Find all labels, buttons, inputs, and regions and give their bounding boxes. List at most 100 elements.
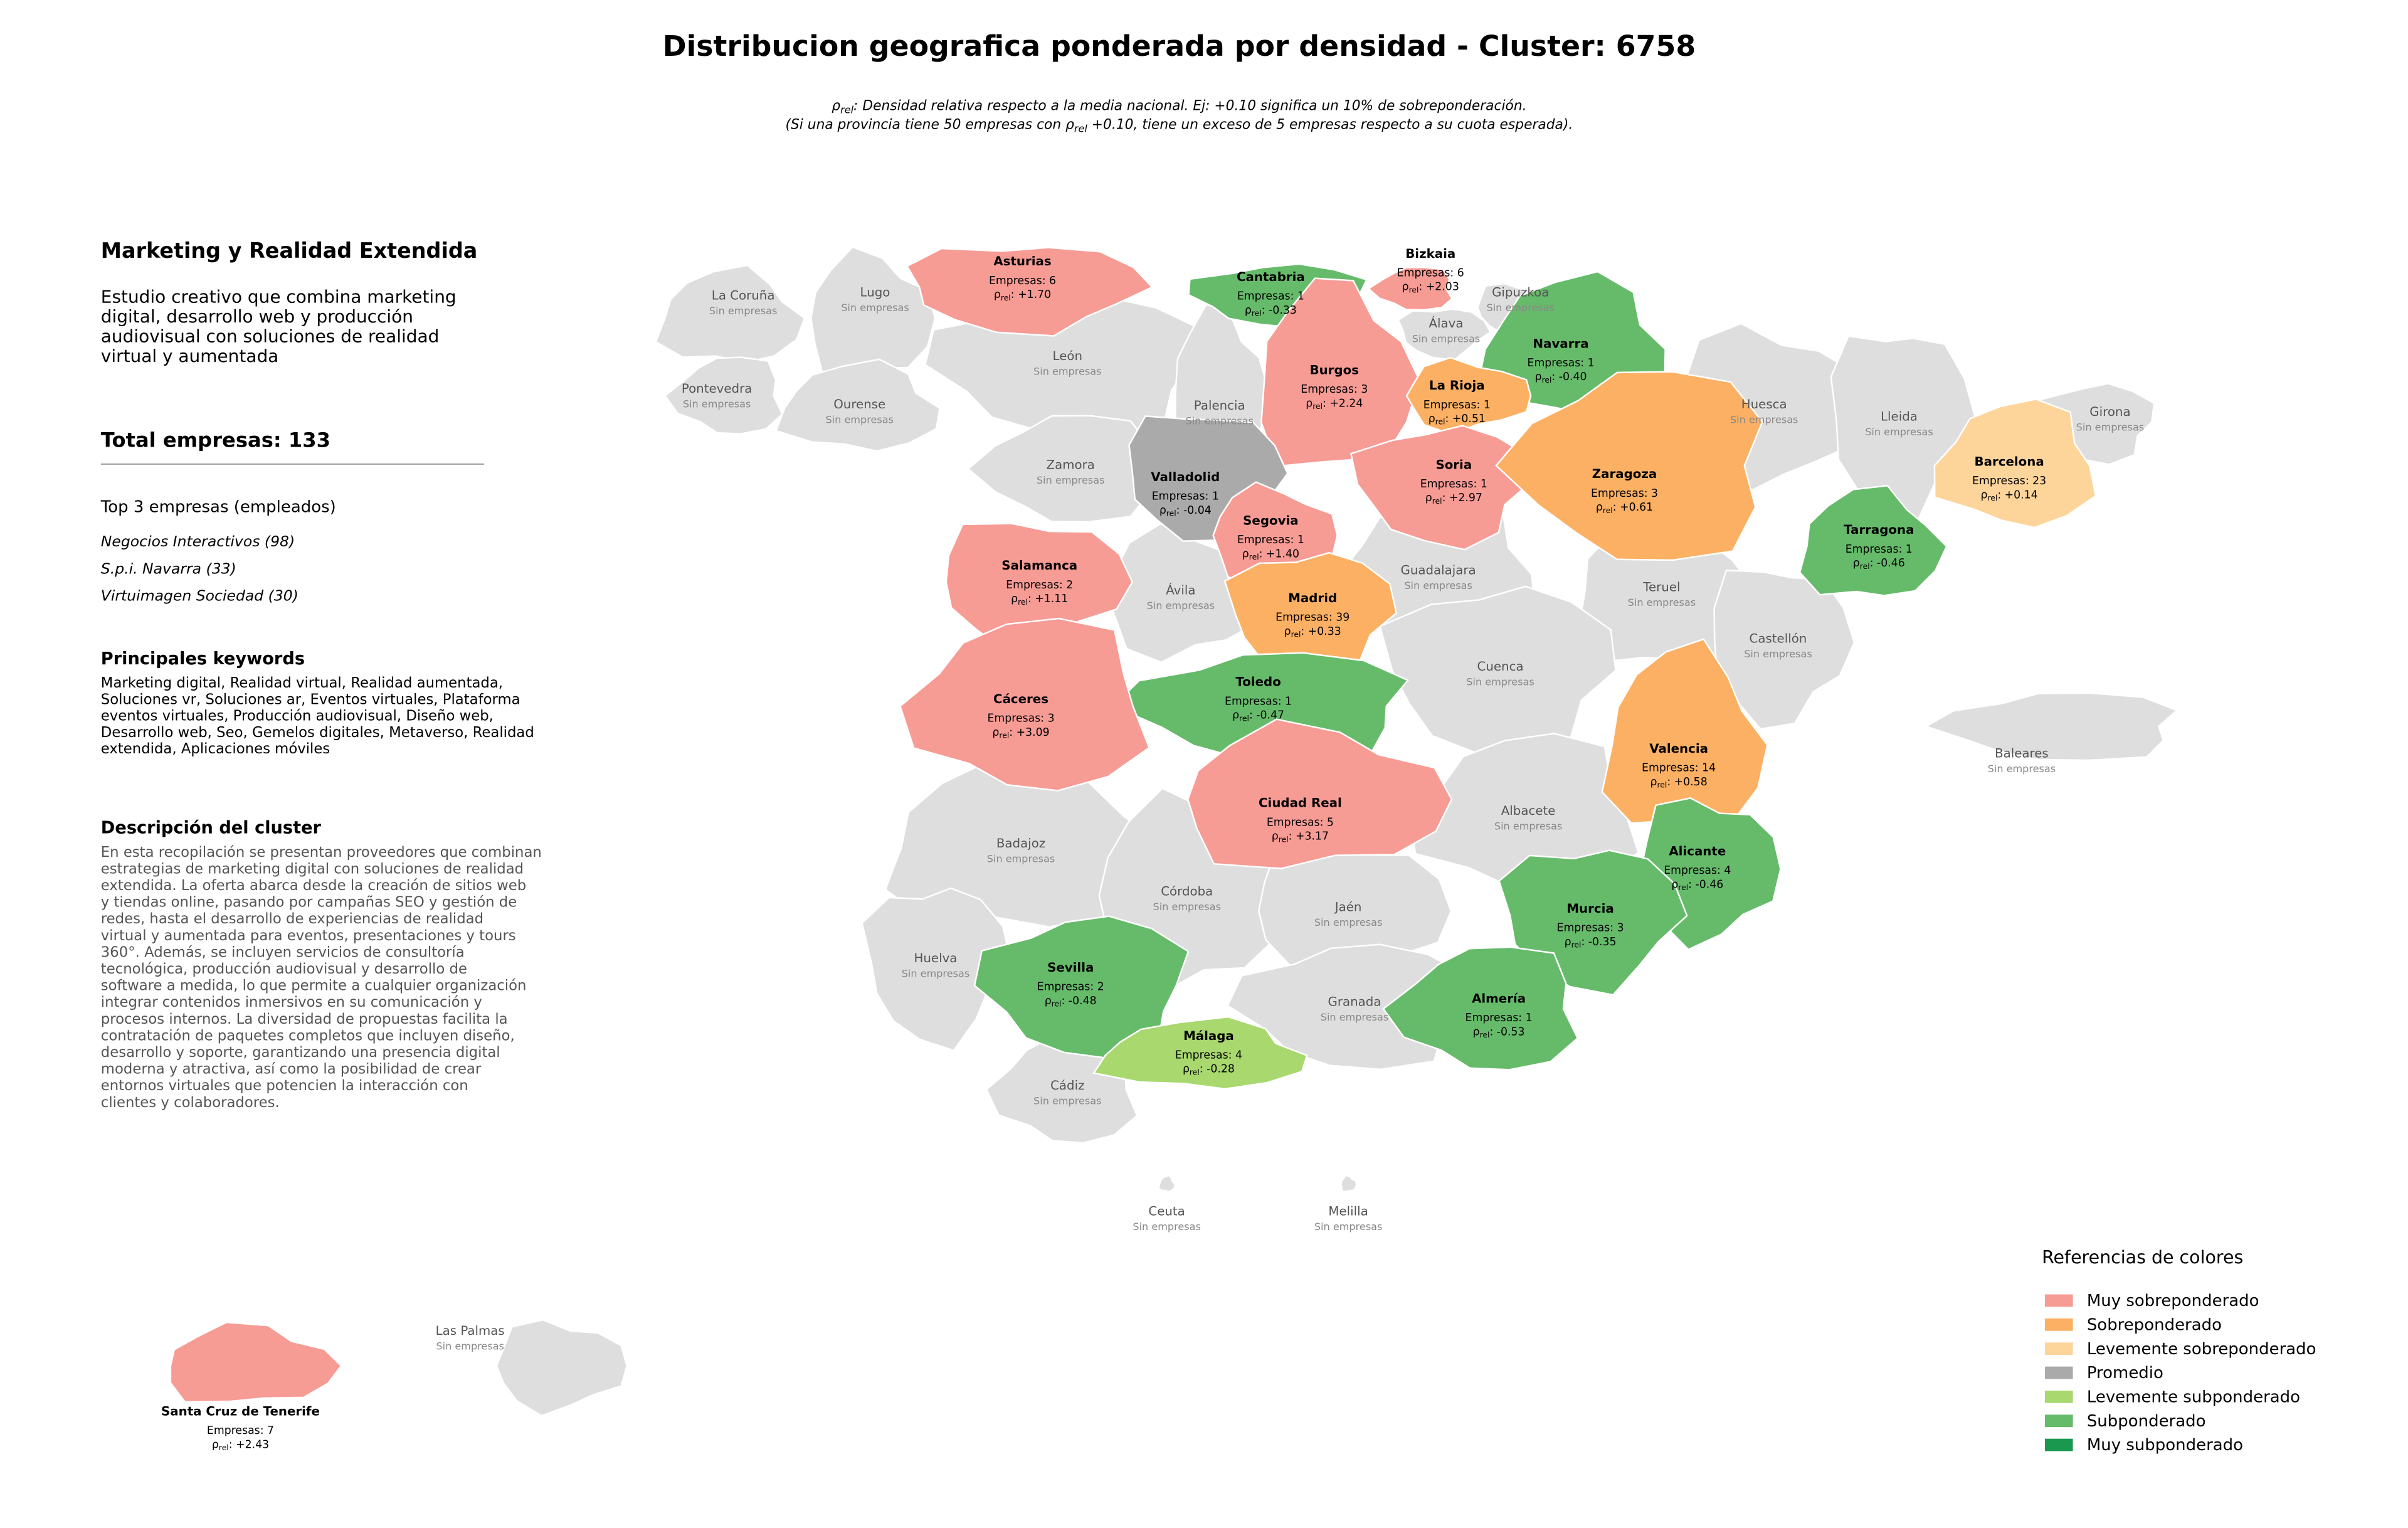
province-count: Empresas: 1 xyxy=(1420,478,1487,491)
count-value: 3 xyxy=(1048,713,1055,725)
legend-swatch xyxy=(2045,1414,2073,1428)
rho: ρ xyxy=(1272,830,1279,843)
rho: ρ xyxy=(1183,1063,1190,1076)
rho: ρ xyxy=(1535,371,1542,383)
province-name: Granada xyxy=(1328,994,1381,1009)
rho: ρ xyxy=(1065,117,1074,132)
province-count: Empresas: 1 xyxy=(1237,534,1304,546)
separator: : xyxy=(1442,492,1446,504)
province-density: ρrel: +2.97 xyxy=(1425,492,1482,506)
rho-sub: rel xyxy=(1279,835,1289,844)
province-count: Empresas: 6 xyxy=(989,275,1056,287)
count-value: 1 xyxy=(1212,491,1219,503)
separator: : xyxy=(1062,995,1065,1007)
legend-swatch xyxy=(2045,1390,2073,1403)
province-count: Empresas: 4 xyxy=(1175,1049,1242,1061)
rho-sub: rel xyxy=(1860,562,1870,571)
province-name: Lugo xyxy=(860,285,890,300)
province xyxy=(1158,1174,1176,1193)
province xyxy=(810,246,936,381)
rho-sub: rel xyxy=(1678,883,1688,892)
rho-sub: rel xyxy=(219,1443,229,1452)
no-data: Sin empresas xyxy=(709,305,778,317)
province-name: Gipuzkoa xyxy=(1492,285,1549,300)
count-label: Empresas: xyxy=(1397,267,1454,279)
rho-sub: rel xyxy=(1291,630,1301,639)
sidebar-line: Negocios Interactivos (98) xyxy=(101,533,295,550)
separator: : xyxy=(1289,830,1292,843)
legend-swatch xyxy=(2045,1294,2073,1307)
province-density: ρrel: +1.11 xyxy=(1011,593,1068,607)
legend-label: Levemente subponderado xyxy=(2087,1388,2300,1407)
rho: ρ xyxy=(1242,548,1249,560)
province-name: Córdoba xyxy=(1161,884,1213,899)
density-value: -0.46 xyxy=(1877,557,1905,570)
province-density: ρrel: -0.46 xyxy=(1853,557,1905,571)
count-value: 1 xyxy=(1588,357,1595,369)
province-name: Málaga xyxy=(1183,1029,1234,1043)
subtitle-text: (Si una provincia tiene 50 empresas con xyxy=(786,117,1062,132)
sidebar-line: moderna y atractiva, así como la posibil… xyxy=(101,1061,482,1078)
sidebar-line: digital, desarrollo web y producción xyxy=(101,306,413,327)
rho-sub: rel xyxy=(1166,509,1176,518)
separator: : xyxy=(1418,281,1422,294)
count-label: Empresas: xyxy=(1175,1049,1232,1061)
province-density: ρrel: +0.61 xyxy=(1596,501,1653,515)
rho: ρ xyxy=(212,1439,219,1451)
province-density: ρrel: +0.33 xyxy=(1284,625,1341,639)
no-data: Sin empresas xyxy=(1153,901,1222,913)
province-name: Valladolid xyxy=(1151,470,1220,484)
sidebar: Marketing y Realidad Extendida Total emp… xyxy=(100,238,542,1111)
rho-sub: rel xyxy=(1657,781,1667,790)
rho: ρ xyxy=(1981,489,1988,501)
rho: ρ xyxy=(1596,501,1603,514)
province-name: Palencia xyxy=(1194,398,1245,413)
sidebar-line: Soluciones vr, Soluciones ar, Eventos vi… xyxy=(101,691,520,708)
count-value: 4 xyxy=(1724,864,1731,877)
province-density: ρrel: +2.24 xyxy=(1306,397,1363,411)
province-count: Empresas: 1 xyxy=(1225,695,1292,708)
province-count: Empresas: 1 xyxy=(1152,491,1219,503)
density-value: -0.04 xyxy=(1183,504,1212,517)
province xyxy=(861,887,1012,1052)
sidebar-line: procesos internos. La diversidad de prop… xyxy=(101,1011,508,1027)
province-name: Santa Cruz de Tenerife xyxy=(161,1404,320,1419)
province-density: ρrel: +2.03 xyxy=(1402,281,1459,295)
province-density: ρrel: +3.17 xyxy=(1272,830,1329,844)
count-value: 7 xyxy=(267,1425,274,1437)
province-count: Empresas: 39 xyxy=(1275,612,1349,624)
separator: : xyxy=(229,1439,233,1451)
province-density: ρrel: +0.58 xyxy=(1650,776,1708,790)
density-value: +3.17 xyxy=(1296,830,1329,843)
legend-label: Sobreponderado xyxy=(2087,1315,2222,1334)
count-value: 1 xyxy=(1297,290,1304,303)
province-name: Cuenca xyxy=(1477,659,1524,674)
province-name: Ceuta xyxy=(1148,1204,1185,1218)
rho: ρ xyxy=(1671,878,1678,891)
province-name: Cáceres xyxy=(993,692,1048,706)
province-density: ρrel: -0.35 xyxy=(1565,936,1617,950)
rho-sub: rel xyxy=(1052,1000,1062,1009)
province-count: Empresas: 3 xyxy=(1301,383,1368,396)
rho: ρ xyxy=(1245,304,1252,317)
rho: ρ xyxy=(1428,413,1435,425)
count-value: 2 xyxy=(1066,579,1073,592)
province xyxy=(1397,308,1492,361)
rho: ρ xyxy=(1425,492,1432,504)
density-value: +0.58 xyxy=(1674,776,1708,788)
count-label: Empresas: xyxy=(1420,478,1477,491)
rho: ρ xyxy=(1284,625,1291,638)
separator: : xyxy=(1688,878,1692,891)
sidebar-line: Marketing digital, Realidad virtual, Rea… xyxy=(101,675,503,691)
sidebar-line: extendida, Aplicaciones móviles xyxy=(101,741,330,757)
legend: Referencias de colores Muy sobreponderad… xyxy=(2042,1247,2316,1455)
count-label: Empresas: xyxy=(1152,491,1209,503)
no-data: Sin empresas xyxy=(2076,422,2144,433)
province xyxy=(1186,718,1453,869)
no-data: Sin empresas xyxy=(1147,600,1215,612)
province xyxy=(967,415,1151,523)
count-label: Empresas: xyxy=(1664,864,1721,877)
subtitle-text: +0.10, tiene un exceso de 5 empresas res… xyxy=(1092,117,1573,132)
province-name: Barcelona xyxy=(1975,454,2044,469)
